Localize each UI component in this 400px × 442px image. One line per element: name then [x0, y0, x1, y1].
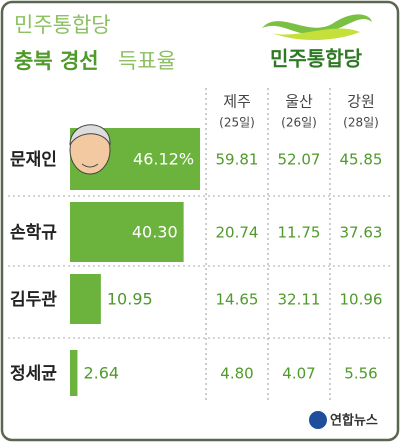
category-label: 정세균 [10, 364, 57, 384]
logo-mark [262, 14, 372, 41]
table-cell: 11.75 [278, 224, 321, 242]
bar [70, 202, 184, 262]
category-label: 손학규 [10, 223, 57, 243]
column-date: (25일) [219, 116, 255, 130]
title: 민주통합당 [14, 13, 111, 37]
source: 연합뉴스 [330, 413, 378, 429]
value-label: 2.64 [83, 364, 119, 383]
table-cell: 14.65 [216, 291, 259, 309]
table-cell: 37.63 [340, 224, 383, 242]
column-header: 강원 [347, 93, 375, 111]
category-label: 문재인 [10, 150, 57, 170]
column-date: (26일) [281, 116, 317, 130]
table-cell: 4.07 [282, 365, 315, 383]
table-cell: 5.56 [344, 365, 377, 383]
category-label: 김두관 [10, 290, 57, 310]
value-label: 40.30 [132, 223, 178, 242]
bar [70, 274, 101, 324]
table-cell: 59.81 [216, 151, 259, 169]
column-header: 제주 [223, 93, 251, 111]
column-date: (28일) [343, 116, 379, 130]
table-cell: 32.11 [278, 291, 321, 309]
bar [70, 350, 78, 396]
subtitle-bold: 충북 경선 [14, 49, 99, 73]
value-label: 46.12% [133, 150, 194, 169]
logo-text: 민주통합당 [270, 47, 363, 71]
table-cell: 20.74 [216, 224, 259, 242]
subtitle-rest: 득표율 [118, 49, 176, 73]
portrait [69, 124, 111, 175]
value-label: 10.95 [107, 290, 153, 309]
table-cell: 45.85 [340, 151, 383, 169]
table-cell: 52.07 [278, 151, 321, 169]
source-logo [309, 411, 327, 429]
table-cell: 4.80 [220, 365, 253, 383]
table-cell: 10.96 [340, 291, 383, 309]
column-header: 울산 [285, 93, 313, 111]
